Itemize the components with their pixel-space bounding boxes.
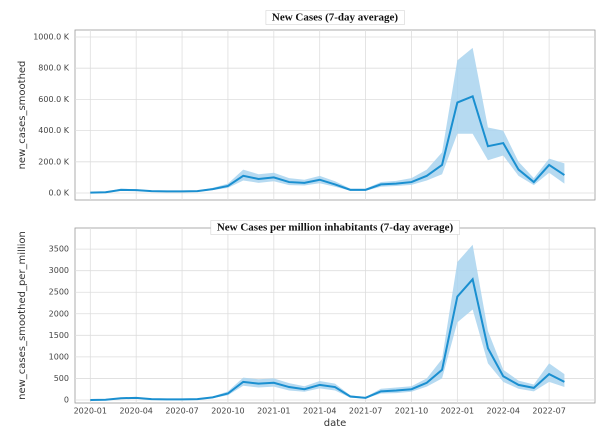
y-tick-label: 0 — [64, 395, 69, 404]
y-axis-label: new_cases_smoothed_per_million — [17, 231, 28, 400]
y-tick-label: 200.0 K — [38, 157, 69, 166]
x-tick-label: 2022-01 — [441, 407, 474, 416]
y-tick-label: 3500 — [49, 245, 69, 254]
chart-title: New Cases (7-day average) — [272, 12, 398, 24]
y-tick-label: 1000.0 K — [33, 33, 70, 42]
x-tick-label: 2020-10 — [211, 407, 244, 416]
y-tick-label: 0.0 K — [48, 188, 69, 197]
x-tick-label: 2021-07 — [349, 407, 382, 416]
title-box — [265, 10, 405, 25]
y-tick-label: 500 — [54, 374, 69, 383]
confidence-band — [90, 47, 565, 193]
y-axis-label: new_cases_smoothed — [17, 61, 28, 170]
x-tick-label: 2021-10 — [395, 407, 428, 416]
y-tick-label: 2000 — [49, 309, 69, 318]
line — [90, 94, 565, 194]
x-tick-label: 2020-01 — [74, 407, 107, 416]
chart-title: New Cases per million inhabitants (7-day… — [217, 222, 454, 234]
title-box — [210, 220, 460, 235]
x-tick-label: 2021-04 — [303, 407, 336, 416]
x-tick-label: 2022-04 — [487, 407, 520, 416]
y-tick-label: 3000 — [49, 266, 69, 275]
x-tick-label: 2020-04 — [119, 407, 152, 416]
x-tick-label: 2022-07 — [532, 407, 565, 416]
x-axis-label: date — [324, 418, 347, 429]
confidence-band — [90, 244, 565, 400]
plot-area — [74, 29, 596, 201]
y-tick-label: 800.0 K — [38, 64, 69, 73]
y-tick-label: 400.0 K — [38, 126, 69, 135]
x-tick-label: 2021-01 — [257, 407, 290, 416]
y-tick-label: 2500 — [49, 288, 69, 297]
y-tick-label: 1500 — [49, 331, 69, 340]
y-tick-label: 1000 — [49, 352, 69, 361]
x-tick-label: 2020-07 — [165, 407, 198, 416]
y-tick-label: 600.0 K — [38, 95, 69, 104]
line — [90, 277, 565, 401]
plot-area — [74, 227, 596, 404]
